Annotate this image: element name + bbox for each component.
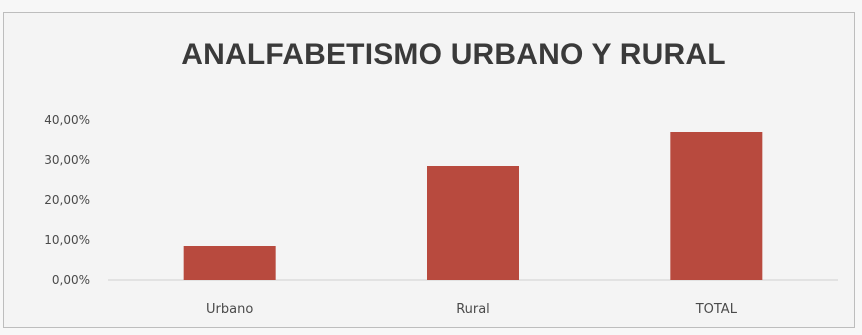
y-axis-ticks: 0,00% 10,00% 20,00% 30,00% 40,00%: [44, 113, 90, 287]
category-label-urbano: Urbano: [206, 302, 253, 317]
y-tick-label: 10,00%: [44, 233, 90, 247]
y-tick-label: 0,00%: [52, 273, 90, 287]
y-tick-label: 20,00%: [44, 193, 90, 207]
chart-title: ANALFABETISMO URBANO Y RURAL: [181, 38, 726, 71]
category-labels: Urbano Rural TOTAL: [206, 302, 738, 317]
bar-rural: [427, 166, 519, 280]
category-label-total: TOTAL: [695, 302, 738, 317]
category-label-rural: Rural: [456, 302, 490, 317]
y-tick-label: 30,00%: [44, 153, 90, 167]
y-tick-label: 40,00%: [44, 113, 90, 127]
bar-urbano: [183, 246, 276, 280]
bars-group: [183, 132, 763, 280]
bar-total: [670, 132, 763, 280]
